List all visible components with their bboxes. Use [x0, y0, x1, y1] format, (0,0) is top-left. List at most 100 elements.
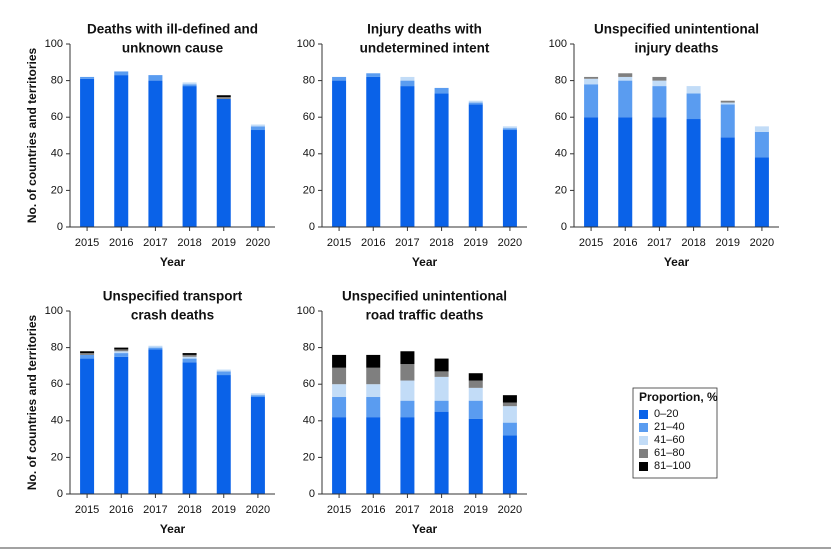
x-tick-label: 2018	[429, 237, 453, 249]
bar-segment	[686, 93, 701, 120]
bar-segment	[584, 117, 599, 227]
bar-segment	[366, 384, 381, 398]
chart-title: unknown cause	[122, 41, 224, 56]
bar-segment	[618, 80, 633, 118]
bar-segment	[434, 376, 449, 401]
bar-segment	[114, 71, 129, 76]
x-tick-label: 2016	[613, 237, 637, 249]
x-tick-label: 2020	[246, 504, 270, 516]
y-tick-label: 0	[561, 221, 567, 233]
bar-segment	[182, 353, 197, 355]
bar-segment	[434, 400, 449, 412]
bar-segment	[434, 411, 449, 494]
bar-segment	[502, 435, 517, 494]
x-tick-label: 2015	[579, 237, 603, 249]
x-tick-label: 2015	[327, 504, 351, 516]
y-tick-label: 60	[303, 378, 315, 390]
chart-title: undetermined intent	[360, 41, 490, 56]
bar-segment	[618, 73, 633, 77]
bar-segment	[468, 400, 483, 419]
bar-segment	[686, 86, 701, 94]
bar-segment	[366, 397, 381, 418]
legend-title: Proportion, %	[639, 390, 718, 404]
legend-label: 0–20	[654, 408, 678, 420]
x-tick-label: 2015	[75, 237, 99, 249]
x-tick-label: 2019	[212, 504, 236, 516]
x-tick-label: 2015	[75, 504, 99, 516]
bar-segment	[618, 76, 633, 81]
bar-segment	[182, 354, 197, 357]
legend-swatch	[639, 436, 648, 445]
chart-title: Unspecified unintentional	[594, 22, 759, 37]
bar-segment	[250, 126, 265, 131]
bar-segment	[720, 100, 735, 103]
bar-segment	[502, 422, 517, 436]
bar-segment	[434, 358, 449, 372]
x-tick-label: 2017	[647, 237, 671, 249]
x-tick-label: 2019	[464, 504, 488, 516]
bar-segment	[502, 128, 517, 131]
bar-segment	[216, 371, 231, 376]
x-tick-label: 2020	[246, 237, 270, 249]
y-tick-label: 20	[303, 184, 315, 196]
legend-swatch	[639, 410, 648, 419]
bar-segment	[148, 349, 163, 494]
y-tick-label: 100	[297, 305, 315, 317]
bar-segment	[80, 76, 95, 79]
bar-segment	[148, 347, 163, 350]
bar-segment	[720, 102, 735, 105]
x-tick-label: 2016	[109, 504, 133, 516]
bar-segment	[332, 76, 347, 81]
legend-swatch	[639, 449, 648, 458]
bar-segment	[332, 417, 347, 494]
x-axis-label: Year	[160, 522, 186, 536]
bar-segment	[182, 86, 197, 227]
bar-segment	[148, 75, 163, 81]
chart-title: injury deaths	[634, 41, 718, 56]
bar-segment	[366, 73, 381, 77]
chart-title: Deaths with ill-defined and	[87, 22, 258, 37]
x-tick-label: 2017	[143, 237, 167, 249]
y-tick-label: 0	[57, 488, 63, 500]
x-tick-label: 2018	[177, 504, 201, 516]
y-axis-label: No. of countries and territories	[25, 314, 39, 490]
y-tick-label: 20	[51, 451, 63, 463]
bar-segment	[400, 76, 415, 81]
bar-segment	[250, 395, 265, 398]
y-axis-label: No. of countries and territories	[25, 47, 39, 223]
y-tick-label: 100	[45, 305, 63, 317]
bar-segment	[468, 100, 483, 103]
bar-segment	[400, 80, 415, 87]
x-tick-label: 2019	[716, 237, 740, 249]
bar-segment	[250, 130, 265, 227]
y-tick-label: 100	[297, 38, 315, 50]
x-tick-label: 2020	[750, 237, 774, 249]
bar-segment	[250, 124, 265, 127]
bar-segment	[80, 78, 95, 228]
chart-title: Unspecified transport	[103, 289, 243, 304]
bar-segment	[250, 397, 265, 494]
x-tick-label: 2018	[177, 237, 201, 249]
bar-segment	[216, 369, 231, 372]
bar-segment	[148, 345, 163, 348]
bar-segment	[114, 353, 129, 357]
bar-segment	[400, 364, 415, 381]
legend-swatch	[639, 462, 648, 471]
bar-segment	[366, 367, 381, 385]
bar-segment	[720, 104, 735, 138]
bar-segment	[182, 84, 197, 87]
chart-title: Unspecified unintentional	[342, 289, 507, 304]
bar-segment	[468, 418, 483, 494]
y-tick-label: 80	[51, 342, 63, 354]
x-axis-label: Year	[412, 522, 438, 536]
bar-segment	[80, 354, 95, 359]
y-tick-label: 40	[555, 148, 567, 160]
bar-segment	[80, 351, 95, 354]
chart-title: road traffic deaths	[366, 308, 484, 323]
bar-segment	[400, 417, 415, 494]
y-tick-label: 100	[45, 38, 63, 50]
bar-segment	[250, 393, 265, 396]
legend-label: 21–40	[654, 421, 685, 433]
y-tick-label: 60	[51, 111, 63, 123]
bar-segment	[468, 387, 483, 401]
